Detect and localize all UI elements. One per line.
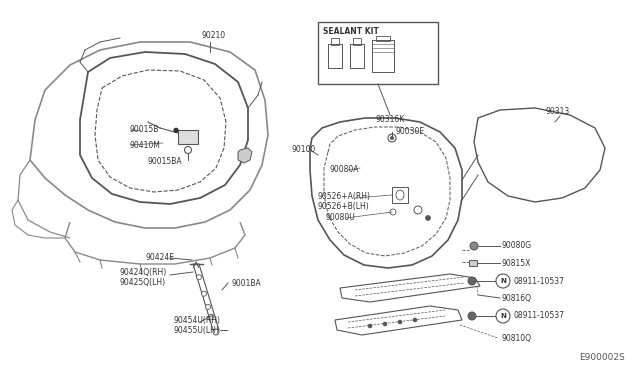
Text: N: N [500, 278, 506, 284]
Circle shape [496, 309, 510, 323]
Text: 08911-10537: 08911-10537 [513, 311, 564, 321]
Bar [178, 130, 198, 144]
Bar [350, 44, 364, 68]
Circle shape [398, 320, 402, 324]
Text: 9001BA: 9001BA [232, 279, 262, 288]
Bar [353, 38, 361, 45]
Text: 90424E: 90424E [145, 253, 174, 263]
Text: 90080G: 90080G [502, 241, 532, 250]
Text: 90410M: 90410M [130, 141, 161, 150]
Text: 90815X: 90815X [502, 259, 531, 267]
Circle shape [368, 324, 372, 328]
Text: 90455U(LH): 90455U(LH) [173, 326, 219, 334]
Bar [376, 36, 390, 41]
Bar [328, 44, 342, 68]
Circle shape [388, 134, 396, 142]
Bar [392, 187, 408, 203]
Circle shape [383, 322, 387, 326]
Circle shape [196, 275, 202, 280]
Circle shape [413, 318, 417, 322]
Polygon shape [238, 148, 252, 163]
Text: 90425Q(LH): 90425Q(LH) [120, 278, 166, 286]
Text: 90526+B(LH): 90526+B(LH) [318, 202, 370, 211]
Bar [331, 38, 339, 45]
Text: E900002S: E900002S [579, 353, 625, 362]
Text: 90015B: 90015B [130, 125, 159, 135]
Text: 90015BA: 90015BA [148, 157, 182, 167]
Circle shape [496, 274, 510, 288]
Circle shape [390, 136, 394, 140]
Circle shape [468, 312, 476, 320]
Text: 90030E: 90030E [395, 128, 424, 137]
Text: 90816Q: 90816Q [502, 294, 532, 302]
Circle shape [209, 314, 214, 319]
Text: 90316K: 90316K [375, 115, 404, 125]
FancyBboxPatch shape [318, 22, 438, 84]
Circle shape [390, 209, 396, 215]
Circle shape [426, 215, 431, 221]
Text: 90100: 90100 [292, 145, 316, 154]
Text: 90526+A(RH): 90526+A(RH) [318, 192, 371, 201]
Bar [469, 260, 477, 266]
Text: SEALANT KIT: SEALANT KIT [323, 28, 379, 36]
Text: 90313: 90313 [545, 108, 569, 116]
Text: ●: ● [173, 127, 179, 133]
Text: 90424Q(RH): 90424Q(RH) [120, 267, 167, 276]
Circle shape [184, 147, 191, 154]
Circle shape [205, 304, 211, 310]
Text: 90810Q: 90810Q [502, 334, 532, 343]
Bar [372, 40, 394, 72]
Text: 90080U: 90080U [325, 214, 355, 222]
Text: 90454U(RH): 90454U(RH) [173, 315, 220, 324]
Circle shape [470, 242, 478, 250]
Circle shape [468, 277, 476, 285]
Circle shape [213, 329, 219, 335]
Text: 90080A: 90080A [330, 166, 360, 174]
Circle shape [202, 291, 207, 296]
Text: N: N [500, 313, 506, 319]
Text: 90210: 90210 [202, 32, 226, 41]
Text: 08911-10537: 08911-10537 [513, 276, 564, 285]
Circle shape [414, 206, 422, 214]
